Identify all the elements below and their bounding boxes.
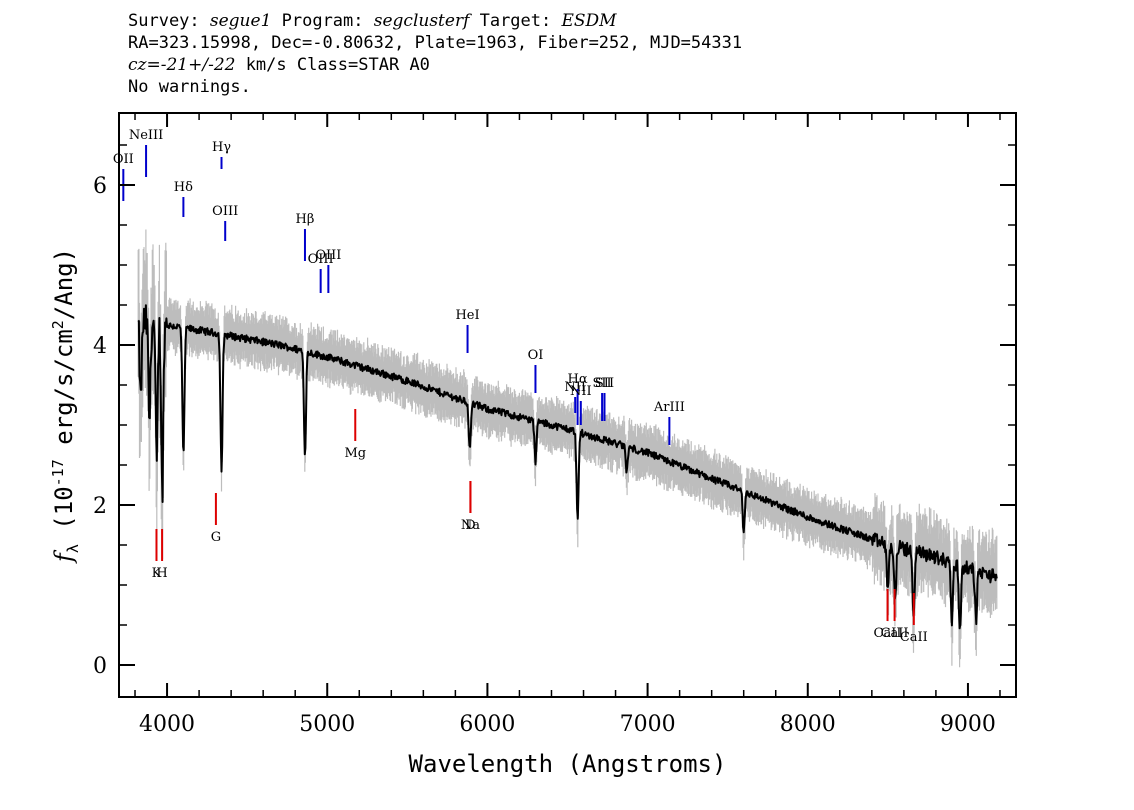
survey-value: segue1 [209, 11, 272, 31]
error-band [137, 229, 998, 668]
emission-line-label-15: ArIII [653, 400, 685, 415]
y-tick-label: 6 [93, 174, 107, 199]
target-value: ESDM [561, 11, 617, 31]
x-axis-title: Wavelength (Angstroms) [409, 750, 727, 778]
y-tick-label: 0 [93, 654, 107, 679]
emission-line-label-4: OIII [212, 204, 238, 219]
header-line-coordinates: RA=323.15998, Dec=-0.80632, Plate=1963, … [128, 33, 743, 53]
x-tick-label: 5000 [299, 712, 355, 737]
emission-line-label-5: Hβ [296, 212, 315, 227]
header-line-survey: Survey: segue1 Program: segclusterf Targ… [128, 10, 742, 32]
x-tick-label: 4000 [139, 712, 195, 737]
emission-line-label-2: Hδ [174, 180, 193, 195]
axis-ticks: 4000 5000 6000 7000 8000 9000 0 2 4 6 [93, 113, 1016, 737]
redshift-value: cz=-21+/-22 [128, 55, 236, 75]
emission-line-label-0: OII [113, 152, 134, 167]
x-tick-label: 8000 [780, 712, 836, 737]
flux-line [137, 304, 998, 630]
absorption-line-label-3: Mg [344, 446, 366, 461]
header-line-redshift: cz=-21+/-22 km/s Class=STAR A0 [128, 54, 742, 76]
spectrum-header: Survey: segue1 Program: segclusterf Targ… [128, 10, 742, 98]
program-label: Program: [271, 11, 374, 31]
header-line-warnings: No warnings. [128, 77, 251, 97]
emission-line-label-6: OIII [308, 252, 334, 267]
y-tick-label: 4 [93, 334, 107, 359]
absorption-line-label-0: K [152, 566, 162, 581]
class-value: km/s Class=STAR A0 [235, 55, 430, 75]
emission-line-label-14: SII [595, 376, 614, 391]
y-tick-label: 2 [93, 494, 107, 519]
absorption-line-label-8: CaII [900, 630, 928, 645]
program-value: segclusterf [373, 11, 470, 31]
survey-label: Survey: [128, 11, 210, 31]
emission-line-label-7: OIII [315, 248, 341, 263]
emission-line-label-11: Hα [568, 372, 588, 387]
emission-line-label-13: SII [593, 376, 612, 391]
spectral-line-markers: OIINeIIIHδHγOIIIHβOIIIOIIIHeIOINIIHαNIIS… [113, 128, 928, 645]
emission-line-label-12: NII [570, 384, 592, 399]
emission-line-label-10: NII [564, 380, 586, 395]
error-series [137, 229, 998, 668]
target-label: Target: [469, 11, 562, 31]
y-axis-title: fλ (10-17 erg/s/cm2/Ang) [49, 248, 82, 564]
emission-line-label-8: HeI [455, 308, 479, 323]
absorption-line-label-2: G [211, 530, 221, 545]
x-tick-label: 9000 [940, 712, 996, 737]
plot-frame [118, 112, 1017, 698]
emission-line-label-3: Hγ [212, 140, 231, 155]
x-tick-label: 7000 [620, 712, 676, 737]
absorption-line-label-4: Na [461, 518, 480, 533]
absorption-line-label-7: CaII [881, 626, 909, 641]
absorption-line-label-5: D [465, 518, 475, 533]
absorption-line-label-6: CaII [874, 626, 902, 641]
x-tick-label: 6000 [459, 712, 515, 737]
emission-line-label-1: NeIII [129, 128, 163, 143]
emission-line-label-9: OI [528, 348, 544, 363]
absorption-line-label-1: H [156, 566, 167, 581]
flux-series [137, 304, 998, 630]
